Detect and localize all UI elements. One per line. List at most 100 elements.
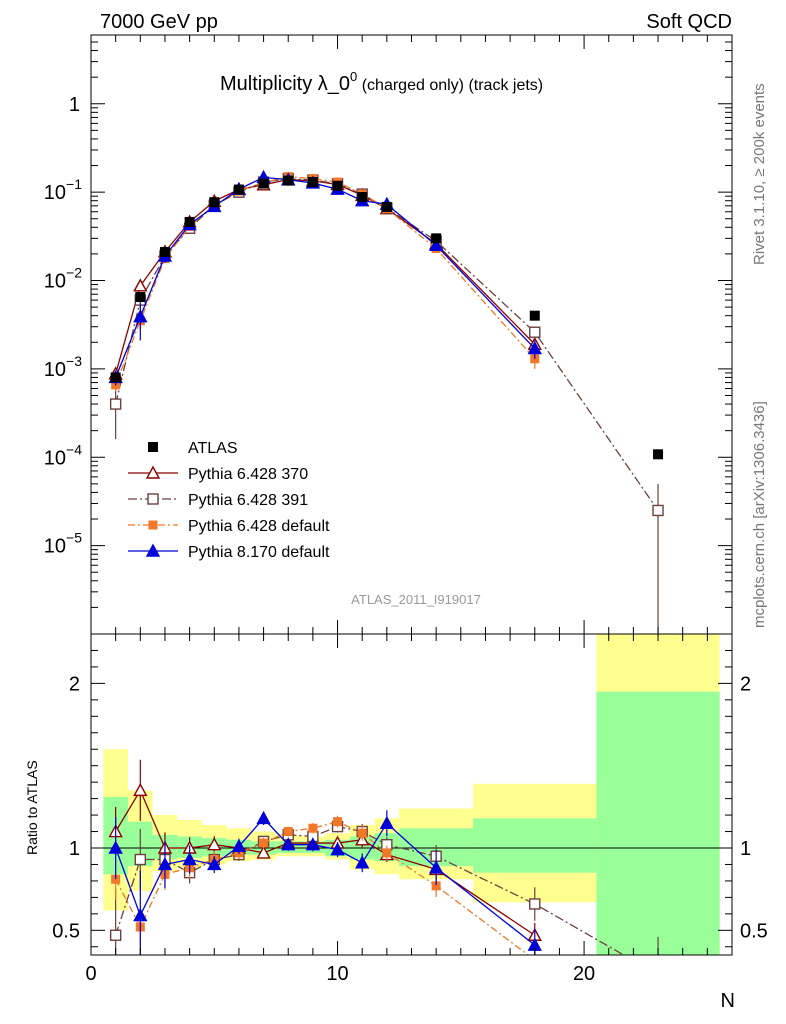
legend-marker-2 <box>147 493 159 505</box>
legend-marker-4 <box>145 543 161 557</box>
series-2-line <box>115 175 536 386</box>
legend: ATLAS Pythia 6.428 370 Pythia 6.428 391 Pyt… <box>128 440 330 561</box>
band-inner-14 <box>596 691 720 955</box>
header-left: 7000 GeV pp <box>100 11 218 33</box>
series-3-ratio-point-6 <box>256 810 271 825</box>
series-3-ratio-point-10 <box>355 855 370 869</box>
x-axis-label: N <box>721 990 735 1012</box>
series-2-ratio-point-10 <box>357 828 367 838</box>
ratio-tick-label-right-0: 0.5 <box>740 920 768 942</box>
ratio-y-axis-label: Ratio to ATLAS <box>24 760 40 855</box>
series-2-ratio-point-8 <box>308 823 318 833</box>
y-tick-label-4: 10−4 <box>44 441 82 469</box>
legend-marker-3 <box>148 520 158 530</box>
atlas-point-10 <box>357 192 368 203</box>
series-3-ratio-point-11 <box>379 815 395 830</box>
chart-title-sub: (charged only) (track jets) <box>357 77 543 94</box>
legend-marker-0 <box>148 442 158 452</box>
legend-label-0: ATLAS <box>188 440 238 457</box>
series-1-point-14 <box>652 504 664 517</box>
series-0-ratio-point-4 <box>207 837 222 851</box>
series-0-line <box>115 178 536 374</box>
legend-label-2: Pythia 6.428 391 <box>188 492 308 509</box>
series-3-point-1 <box>133 309 148 323</box>
rivet-version-label: Rivet 3.1.10, ≥ 200k events <box>751 83 768 265</box>
series-3-ratio-point-7 <box>281 837 296 851</box>
atlas-point-6 <box>258 178 269 189</box>
chart-title: Multiplicity λ_00 (charged only) (track … <box>220 69 543 95</box>
analysis-label: ATLAS_2011_I919017 <box>351 592 481 607</box>
series-3-ratio-point-12 <box>428 860 444 874</box>
legend-entry-0: ATLAS <box>148 440 238 457</box>
band-inner-13 <box>473 818 597 873</box>
series-0-main <box>108 172 542 380</box>
series-1-main <box>109 172 664 634</box>
series-3-ratio <box>108 810 542 955</box>
legend-entry-3: Pythia 6.428 default <box>128 518 330 535</box>
series-3-ratio-point-8 <box>305 837 321 851</box>
atlas-point-13 <box>529 310 540 321</box>
series-1-point-0 <box>109 398 122 410</box>
series-3-point-12 <box>428 237 444 252</box>
series-1-ratio-point-1 <box>134 853 147 866</box>
legend-marker-1 <box>145 465 161 479</box>
atlas-point-12 <box>431 233 442 244</box>
legend-label-1: Pythia 6.428 370 <box>188 466 308 483</box>
series-0-ratio-point-1 <box>133 782 148 797</box>
series-3-ratio-point-5 <box>231 838 247 853</box>
legend-entry-2: Pythia 6.428 391 <box>128 492 308 509</box>
series-3-ratio-point-3 <box>182 852 197 866</box>
series-2-ratio-point-6 <box>259 838 269 848</box>
series-2-ratio-point-9 <box>333 817 343 827</box>
atlas-point-11 <box>381 201 392 212</box>
atlas-data-points <box>110 175 664 460</box>
mcplots-label: mcplots.cern.ch [arXiv:1306.3436] <box>751 401 768 628</box>
series-3-main <box>108 169 542 386</box>
series-1-point-13 <box>529 326 541 338</box>
series-1-ratio-point-13 <box>529 898 541 910</box>
x-tick-label-1: 10 <box>326 963 348 985</box>
legend-label-4: Pythia 8.170 default <box>188 544 330 561</box>
ratio-tick-label-left-2: 2 <box>69 673 80 695</box>
legend-entry-4: Pythia 8.170 default <box>128 543 330 561</box>
series-2-ratio-point-11 <box>382 848 392 858</box>
series-1-ratio-point-14 <box>653 970 663 980</box>
atlas-point-0 <box>110 372 121 383</box>
atlas-point-2 <box>159 247 170 258</box>
series-0-point-1 <box>133 278 148 292</box>
ratio-tick-label-left-1: 1 <box>69 838 80 860</box>
chart-title-sup: 0 <box>350 69 357 84</box>
x-tick-label-0: 0 <box>85 963 96 985</box>
series-3-ratio-point-1 <box>133 908 148 922</box>
axes: 0 10 20 1 10−1 10−2 10−3 10−4 10−5 0.5 0.5 1 1 2 2 <box>44 34 768 985</box>
series-3-ratio-line <box>115 817 536 946</box>
x-tick-label-2: 20 <box>573 963 595 985</box>
atlas-point-5 <box>233 184 244 195</box>
y-tick-label-2: 10−2 <box>44 265 82 293</box>
y-tick-label-1: 10−1 <box>44 176 82 204</box>
series-3-point-13 <box>527 341 542 355</box>
series-3-ratio-point-0 <box>108 840 123 854</box>
y-tick-label-3: 10−3 <box>44 353 82 381</box>
atlas-point-7 <box>283 175 294 186</box>
series-1-line <box>115 178 659 511</box>
series-3-ratio-point-4 <box>207 856 222 871</box>
legend-entry-1: Pythia 6.428 370 <box>128 465 308 483</box>
series-3-ratio-point-2 <box>157 856 173 871</box>
series-3-line <box>115 176 536 378</box>
ratio-tick-label-right-2: 2 <box>740 673 751 695</box>
header-right: Soft QCD <box>646 11 732 33</box>
atlas-point-4 <box>209 197 220 208</box>
series-1-ratio-point-0 <box>109 929 122 941</box>
atlas-point-3 <box>184 216 195 227</box>
series-2-ratio-point-7 <box>283 827 293 837</box>
series-2-main <box>111 172 540 392</box>
y-tick-label-0: 1 <box>69 94 80 116</box>
chart-title-main: Multiplicity λ_0 <box>220 73 350 95</box>
atlas-point-8 <box>307 177 318 188</box>
atlas-point-1 <box>135 292 146 303</box>
y-tick-label-5: 10−5 <box>44 530 82 558</box>
ratio-uncertainty-bands <box>103 634 720 955</box>
atlas-point-14 <box>653 449 664 460</box>
